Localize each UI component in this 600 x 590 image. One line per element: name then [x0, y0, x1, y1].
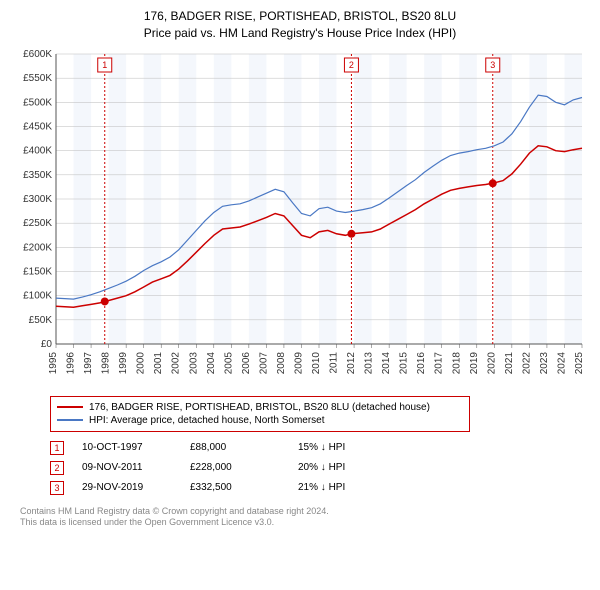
- svg-text:£50K: £50K: [29, 314, 53, 325]
- svg-text:2002: 2002: [171, 351, 182, 374]
- svg-text:£0: £0: [41, 339, 53, 350]
- svg-text:2021: 2021: [504, 351, 515, 374]
- svg-text:£100K: £100K: [23, 290, 52, 301]
- legend-item: HPI: Average price, detached house, Nort…: [57, 414, 463, 427]
- svg-text:2004: 2004: [206, 351, 217, 374]
- svg-text:£200K: £200K: [23, 242, 52, 253]
- svg-text:£400K: £400K: [23, 145, 52, 156]
- svg-text:£450K: £450K: [23, 121, 52, 132]
- svg-text:2006: 2006: [241, 351, 252, 374]
- sale-marker-box: 1: [50, 441, 64, 455]
- line-chart: £0 £50K £100K £150K £200K £250K £300K £350K £400…: [10, 48, 590, 388]
- sale-marker-box: 3: [50, 481, 64, 495]
- sale-vs-hpi: 15% ↓ HPI: [298, 442, 345, 453]
- svg-text:2: 2: [349, 60, 354, 70]
- svg-text:1: 1: [102, 60, 107, 70]
- svg-text:£600K: £600K: [23, 49, 52, 60]
- svg-text:£150K: £150K: [23, 266, 52, 277]
- svg-text:2010: 2010: [311, 351, 322, 374]
- chart-title: 176, BADGER RISE, PORTISHEAD, BRISTOL, B…: [10, 8, 590, 42]
- svg-text:£350K: £350K: [23, 169, 52, 180]
- sale-vs-hpi: 20% ↓ HPI: [298, 462, 345, 473]
- sale-row: 3 29-NOV-2019 £332,500 21% ↓ HPI: [50, 478, 586, 498]
- svg-text:1999: 1999: [118, 351, 129, 374]
- svg-text:2000: 2000: [136, 351, 147, 374]
- sale-vs-hpi: 21% ↓ HPI: [298, 482, 345, 493]
- svg-text:2020: 2020: [486, 351, 497, 374]
- svg-text:2017: 2017: [434, 351, 445, 374]
- svg-text:2019: 2019: [469, 351, 480, 374]
- sale-row: 2 09-NOV-2011 £228,000 20% ↓ HPI: [50, 458, 586, 478]
- sale-date: 09-NOV-2011: [82, 462, 172, 473]
- footer-attribution: Contains HM Land Registry data © Crown c…: [20, 506, 586, 529]
- legend: 176, BADGER RISE, PORTISHEAD, BRISTOL, B…: [50, 396, 470, 432]
- sale-date: 10-OCT-1997: [82, 442, 172, 453]
- chart-container: 176, BADGER RISE, PORTISHEAD, BRISTOL, B…: [0, 0, 600, 537]
- svg-text:2008: 2008: [276, 351, 287, 374]
- legend-swatch: [57, 419, 83, 421]
- svg-text:£250K: £250K: [23, 218, 52, 229]
- svg-text:2025: 2025: [574, 351, 585, 374]
- chart-svg: £0 £50K £100K £150K £200K £250K £300K £350K £400…: [10, 48, 590, 388]
- sale-price: £332,500: [190, 482, 280, 493]
- svg-text:2018: 2018: [451, 351, 462, 374]
- svg-text:2007: 2007: [258, 351, 269, 374]
- legend-label: HPI: Average price, detached house, Nort…: [89, 415, 325, 426]
- svg-text:2024: 2024: [556, 351, 567, 374]
- sale-marker-box: 2: [50, 461, 64, 475]
- footer-line-2: This data is licensed under the Open Gov…: [20, 517, 586, 529]
- title-line-1: 176, BADGER RISE, PORTISHEAD, BRISTOL, B…: [10, 8, 590, 25]
- svg-text:2003: 2003: [188, 351, 199, 374]
- svg-text:2016: 2016: [416, 351, 427, 374]
- sale-price: £228,000: [190, 462, 280, 473]
- svg-text:2023: 2023: [539, 351, 550, 374]
- svg-text:2009: 2009: [293, 351, 304, 374]
- legend-label: 176, BADGER RISE, PORTISHEAD, BRISTOL, B…: [89, 402, 430, 413]
- sales-table: 1 10-OCT-1997 £88,000 15% ↓ HPI 2 09-NOV-2011…: [50, 438, 586, 498]
- legend-item: 176, BADGER RISE, PORTISHEAD, BRISTOL, B…: [57, 401, 463, 414]
- svg-text:2015: 2015: [399, 351, 410, 374]
- svg-text:£550K: £550K: [23, 73, 52, 84]
- footer-line-1: Contains HM Land Registry data © Crown c…: [20, 506, 586, 518]
- legend-swatch: [57, 406, 83, 408]
- svg-text:1995: 1995: [48, 351, 59, 374]
- svg-text:1996: 1996: [66, 351, 77, 374]
- svg-text:2001: 2001: [153, 351, 164, 374]
- svg-text:£500K: £500K: [23, 97, 52, 108]
- svg-text:2005: 2005: [223, 351, 234, 374]
- svg-text:1998: 1998: [101, 351, 112, 374]
- svg-text:1997: 1997: [83, 351, 94, 374]
- svg-text:2011: 2011: [329, 351, 340, 373]
- svg-text:2022: 2022: [521, 351, 532, 374]
- title-line-2: Price paid vs. HM Land Registry's House …: [10, 25, 590, 42]
- svg-text:2013: 2013: [364, 351, 375, 374]
- sale-row: 1 10-OCT-1997 £88,000 15% ↓ HPI: [50, 438, 586, 458]
- svg-text:£300K: £300K: [23, 194, 52, 205]
- svg-text:2012: 2012: [346, 351, 357, 374]
- sale-price: £88,000: [190, 442, 280, 453]
- svg-text:3: 3: [490, 60, 495, 70]
- sale-date: 29-NOV-2019: [82, 482, 172, 493]
- svg-text:2014: 2014: [381, 351, 392, 374]
